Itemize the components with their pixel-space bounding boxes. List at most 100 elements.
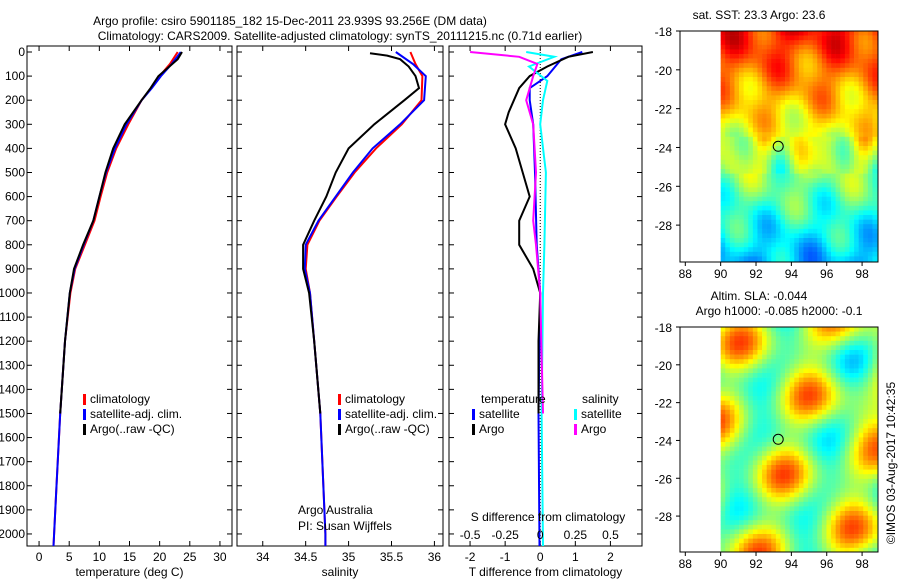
legend-swatch: [338, 409, 341, 420]
map-cell: [840, 205, 846, 211]
map-cell: [858, 455, 864, 461]
map-cell: [844, 155, 850, 161]
map-cell: [785, 205, 790, 211]
map-cell: [798, 169, 804, 174]
map-cell: [872, 155, 878, 161]
map-cell: [803, 511, 809, 516]
map-cell: [739, 423, 744, 429]
map-cell: [803, 368, 809, 374]
map-cell: [821, 547, 827, 552]
map-cell: [785, 90, 790, 96]
x2-tick-label: -0.25: [491, 528, 519, 542]
map-cell: [720, 192, 726, 197]
map-cell: [844, 49, 850, 55]
map-cell: [757, 520, 763, 526]
map-cell: [872, 414, 878, 420]
map-cell: [725, 164, 731, 170]
series-line-2: [302, 52, 421, 414]
map-cell: [775, 210, 781, 216]
map-cell: [867, 219, 873, 225]
map-cell: [752, 178, 758, 184]
map-cell: [867, 173, 873, 179]
map-cell: [863, 164, 869, 170]
map-cell: [766, 469, 772, 475]
map-cell: [858, 409, 864, 415]
map-cell: [831, 95, 836, 101]
map-cell: [757, 492, 763, 498]
map-cell: [849, 534, 855, 539]
map-cell: [863, 363, 869, 369]
map-cell: [863, 219, 869, 225]
map-cell: [803, 113, 809, 119]
map-cell: [743, 81, 749, 87]
map-cell: [817, 196, 823, 202]
map-cell: [867, 520, 873, 526]
map-cell: [821, 538, 827, 544]
map-cell: [780, 336, 786, 342]
map-cell: [863, 492, 869, 498]
map-cell: [748, 405, 754, 411]
map-cell: [844, 515, 850, 521]
map-cell: [725, 327, 731, 332]
map-cell: [808, 465, 813, 470]
map-cell: [789, 414, 795, 420]
map-cell: [821, 136, 827, 142]
map-cell: [766, 67, 772, 73]
map-cell: [775, 54, 781, 59]
map-cell: [840, 182, 846, 188]
map-cell: [812, 336, 818, 342]
map-cell: [762, 109, 767, 115]
map-cell: [766, 81, 772, 87]
map-cell: [867, 423, 873, 429]
map-cell: [858, 419, 864, 424]
map-cell: [808, 529, 813, 535]
map-cell: [725, 192, 731, 197]
y-tick-label: -18: [655, 25, 673, 39]
map-cell: [794, 67, 800, 73]
map-cell: [863, 451, 869, 457]
map-cell: [849, 187, 855, 193]
map-cell: [831, 72, 836, 78]
map-cell: [725, 465, 731, 470]
map-cell: [844, 506, 850, 512]
map-cell: [752, 382, 758, 388]
map-cell: [743, 409, 749, 415]
map-cell: [812, 118, 818, 124]
map-cell: [743, 238, 749, 243]
map-cell: [872, 331, 878, 337]
map-cell: [840, 400, 846, 406]
map-cell: [739, 242, 744, 248]
map-cell: [831, 391, 836, 397]
map-cell: [844, 242, 850, 248]
map-cell: [766, 49, 772, 55]
map-cell: [812, 547, 818, 552]
map-cell: [798, 451, 804, 457]
map-cell: [863, 423, 869, 429]
map-cell: [725, 196, 731, 202]
map-cell: [821, 446, 827, 452]
map-cell: [872, 511, 878, 516]
map-cell: [849, 405, 855, 411]
map-cell: [785, 159, 790, 165]
map-cell: [844, 543, 850, 549]
map-cell: [789, 54, 795, 59]
map-cell: [734, 251, 740, 257]
map-cell: [844, 377, 850, 383]
map-cell: [748, 465, 754, 470]
x-tick-label: 88: [679, 557, 693, 571]
map-cell: [826, 373, 832, 378]
map-cell: [720, 178, 726, 184]
map-cell: [798, 515, 804, 521]
map-cell: [766, 219, 772, 225]
map-cell: [725, 49, 731, 55]
map-cell: [725, 400, 731, 406]
map-cell: [748, 428, 754, 434]
map-cell: [771, 538, 777, 544]
map-cell: [812, 327, 818, 332]
map-cell: [762, 155, 767, 161]
map-cell: [775, 224, 781, 230]
map-cell: [734, 247, 740, 253]
map-cell: [725, 136, 731, 142]
map-cell: [849, 520, 855, 526]
